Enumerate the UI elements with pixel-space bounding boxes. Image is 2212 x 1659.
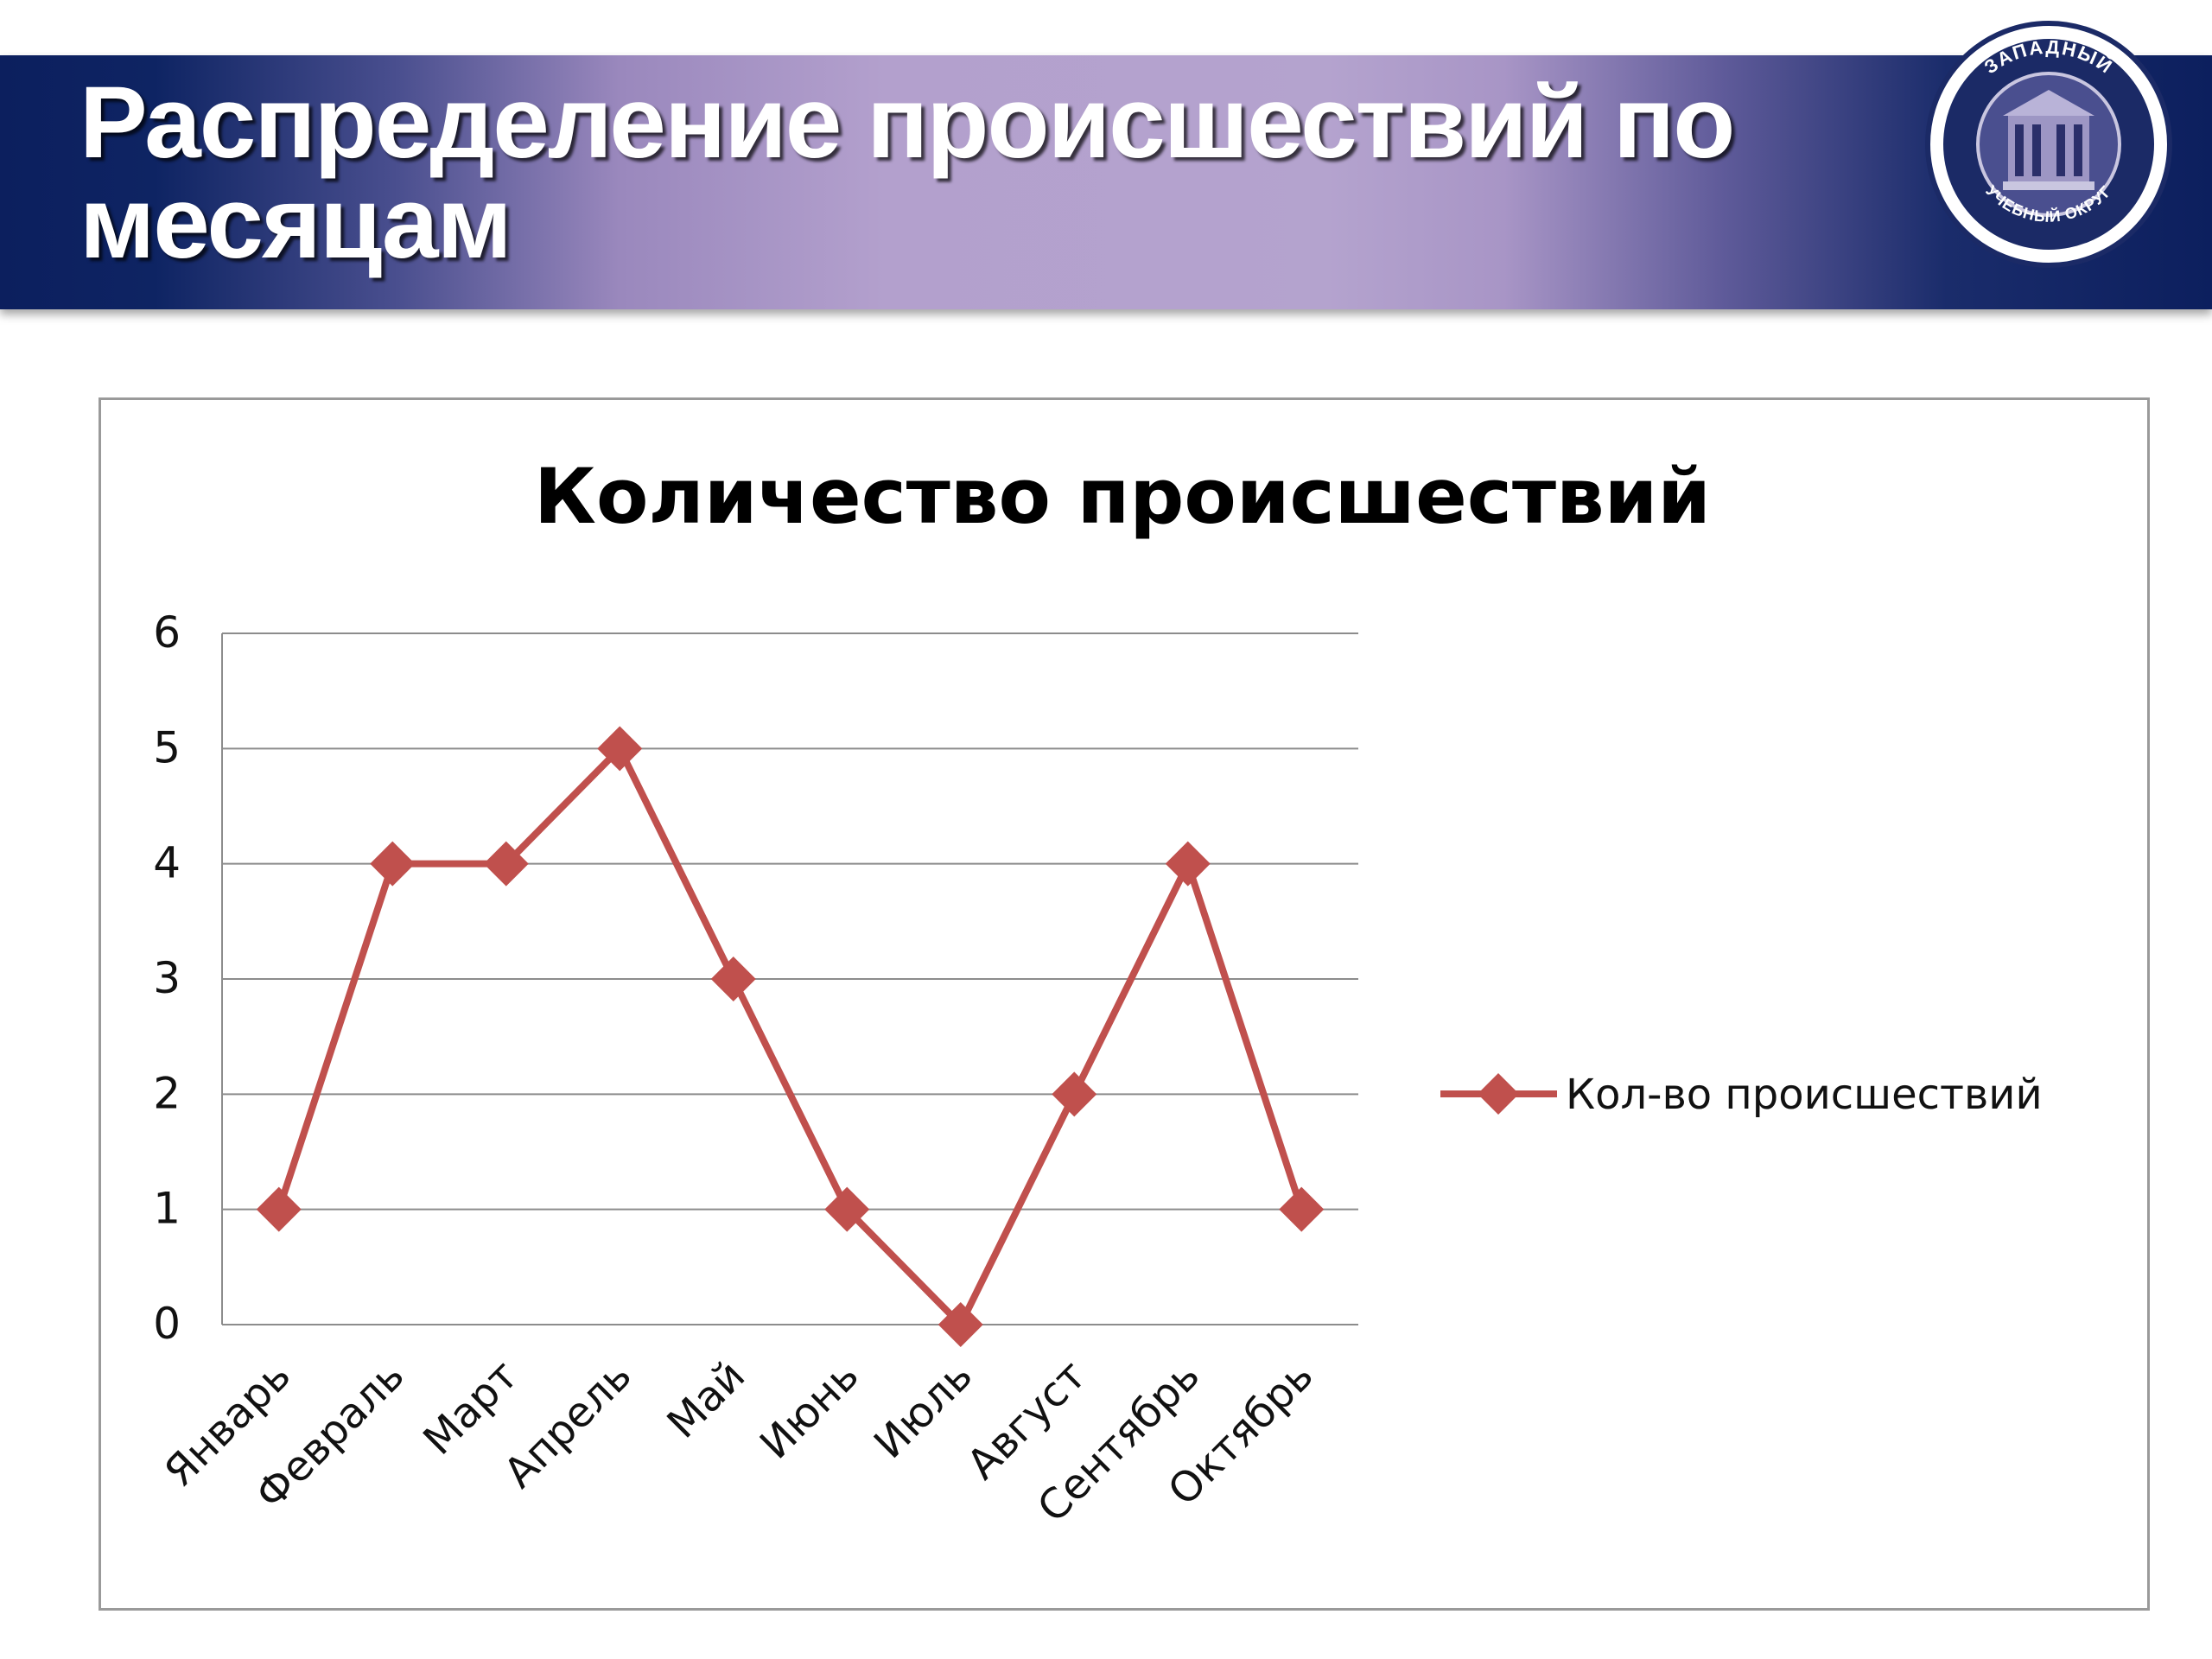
y-axis-ticks: 0 1 2 3 4 5 6 <box>153 607 181 1349</box>
data-point-marker <box>1279 1186 1325 1232</box>
y-tick-label: 6 <box>153 607 181 658</box>
axes <box>221 633 1358 1325</box>
chart-title: Количество происшествий <box>534 452 1711 541</box>
data-point-marker <box>597 726 643 772</box>
series-line <box>275 745 1306 1328</box>
series-layer <box>256 726 1325 1347</box>
y-tick-label: 0 <box>153 1299 181 1349</box>
y-tick-label: 4 <box>153 838 181 888</box>
slide-title: Распределение происшествий по месяцам <box>79 66 1735 280</box>
x-tick-label: Апрель <box>495 1351 641 1497</box>
legend-marker <box>1478 1073 1519 1115</box>
x-tick-label: Май <box>658 1351 754 1448</box>
data-point-marker <box>1052 1071 1097 1117</box>
data-point-marker <box>710 957 756 1001</box>
x-tick-label: Июнь <box>751 1351 868 1469</box>
data-point-marker <box>256 1186 302 1232</box>
emblem-logo: ЗАПАДНЫЙ УЧЕБНЫЙ ОКРУГ <box>1925 21 2172 268</box>
y-tick-label: 3 <box>153 953 181 1003</box>
legend: Кол-во происшествий <box>1440 1071 2043 1119</box>
title-banner <box>0 55 2212 309</box>
y-tick-label: 2 <box>153 1068 181 1118</box>
data-point-marker <box>824 1186 870 1232</box>
data-point-marker <box>1165 841 1211 887</box>
y-tick-label: 5 <box>153 722 181 772</box>
data-point-marker <box>938 1302 983 1347</box>
data-point-marker <box>483 841 529 887</box>
gridlines <box>222 632 1358 1211</box>
legend-label: Кол-во происшествий <box>1566 1071 2043 1119</box>
line-chart: Количество происшествий 0 1 2 3 4 5 6 ЯнварьФе… <box>153 452 2043 1532</box>
y-tick-label: 1 <box>153 1184 181 1234</box>
chart-frame: Количество происшествий 0 1 2 3 4 5 6 Январь Фе… <box>99 397 2150 1611</box>
data-point-marker <box>370 841 416 887</box>
